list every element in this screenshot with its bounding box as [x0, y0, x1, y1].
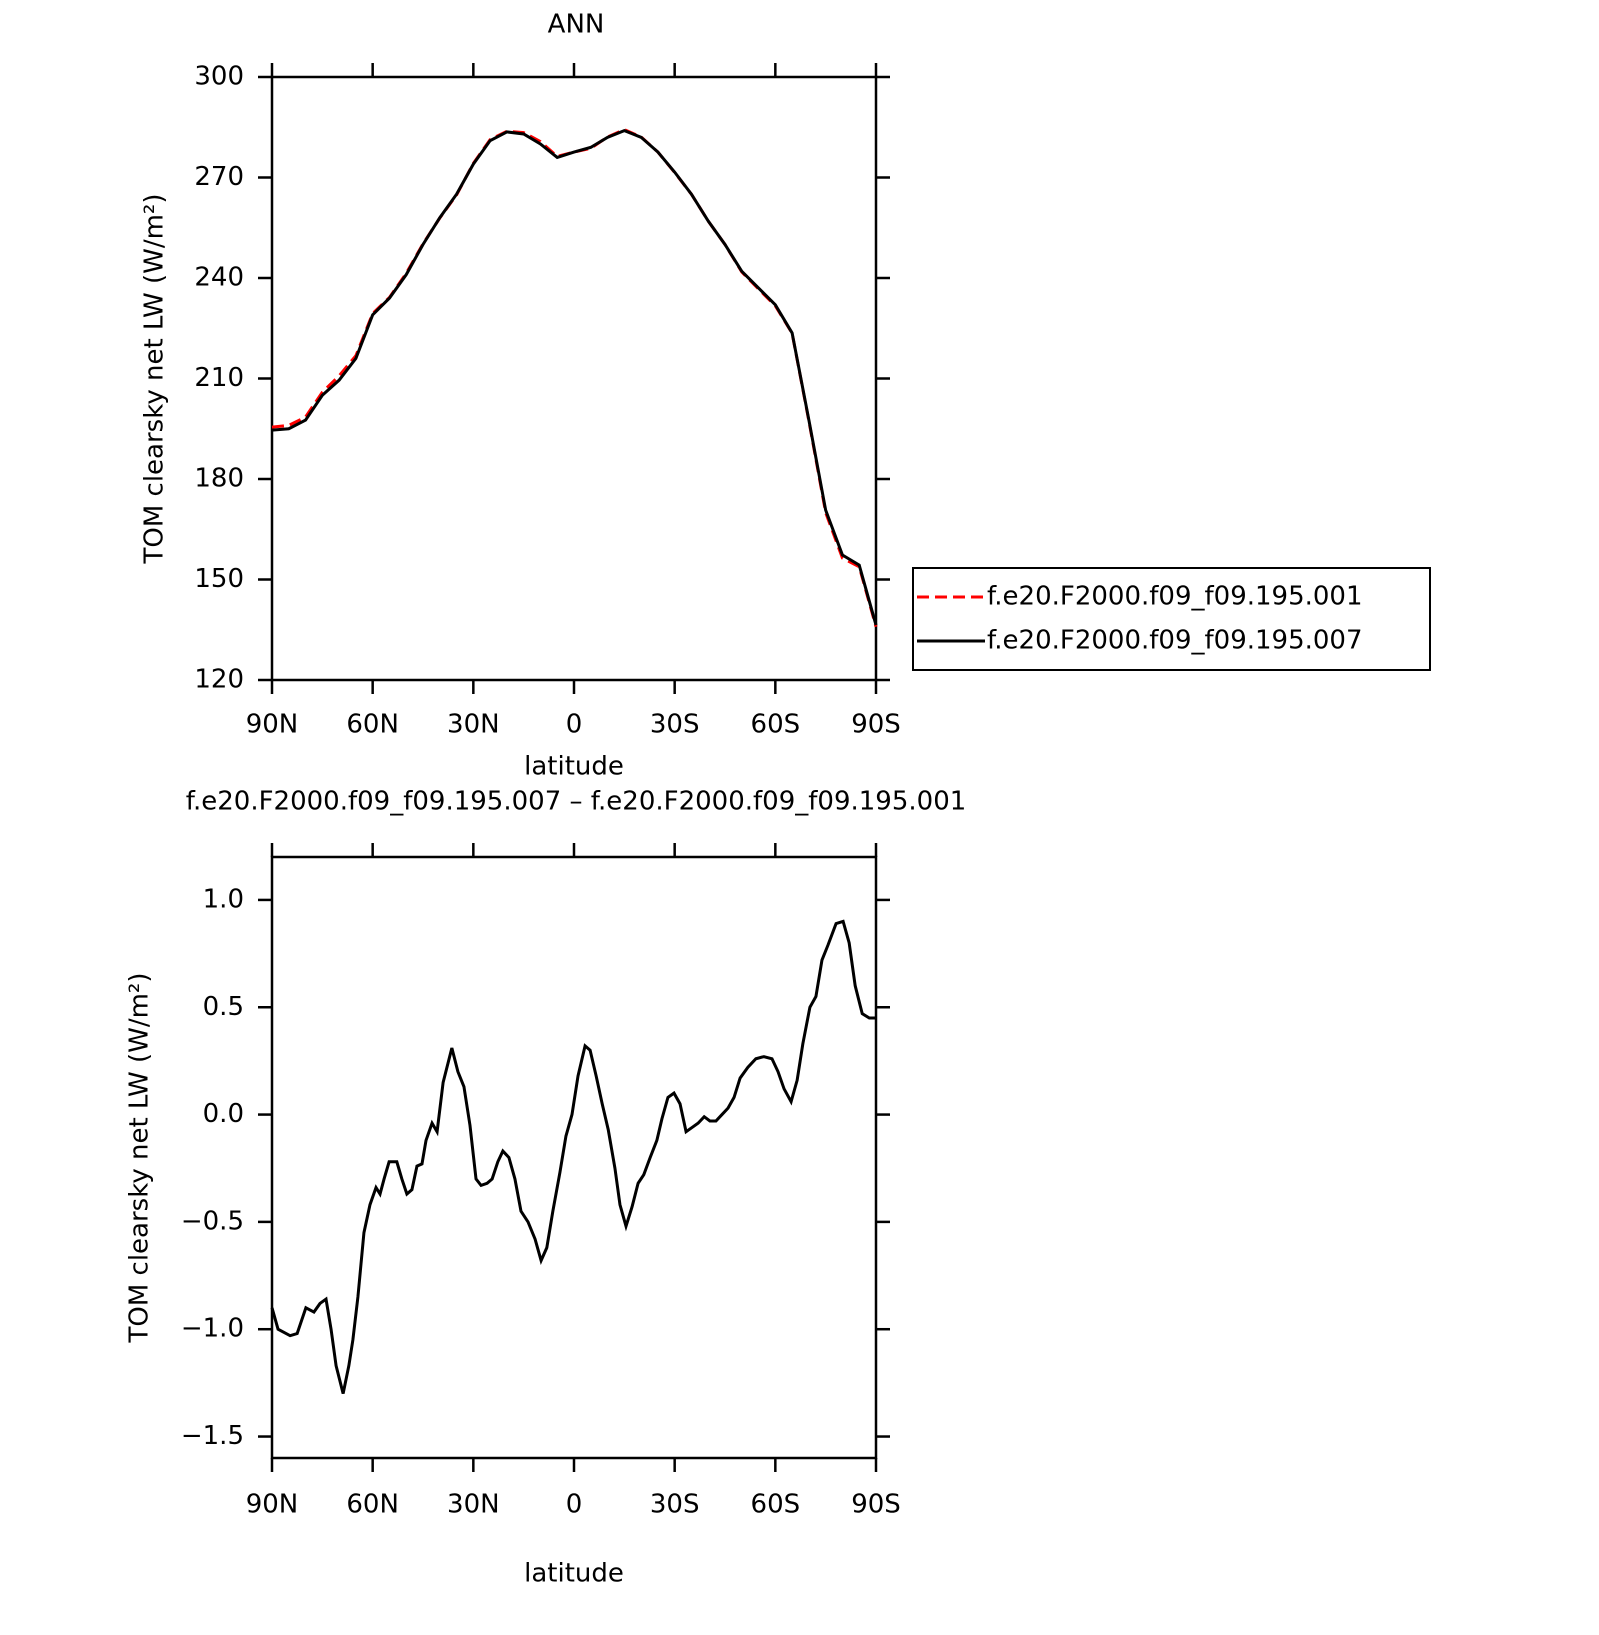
chart-title: ANN	[548, 10, 605, 40]
x-tick-label: 60S	[751, 1490, 801, 1520]
x-tick-label: 30S	[650, 1490, 700, 1520]
series-line	[270, 919, 876, 1394]
y-tick-label: 270	[194, 162, 244, 192]
legend-label: f.e20.F2000.f09_f09.195.001	[987, 582, 1363, 612]
series-line	[271, 127, 878, 628]
y-axis-label: TOM clearsky net LW (W/m²)	[140, 193, 170, 564]
x-tick-label: 30N	[447, 710, 500, 740]
y-tick-label: −1.5	[181, 1421, 244, 1451]
y-tick-label: 150	[194, 564, 244, 594]
x-axis-label: latitude	[524, 1559, 624, 1589]
plot-frame	[270, 75, 878, 682]
plot-frame	[270, 855, 878, 1460]
x-tick-label: 60N	[346, 710, 399, 740]
x-tick-label: 0	[566, 1490, 583, 1520]
y-tick-label: 1.0	[203, 884, 244, 914]
x-tick-label: 60S	[751, 710, 801, 740]
y-tick-label: 180	[194, 464, 244, 494]
x-tick-label: 90N	[246, 710, 299, 740]
y-axis-label: TOM clearsky net LW (W/m²)	[125, 972, 155, 1343]
x-axis-label: latitude	[524, 752, 624, 782]
x-tick-label: 90S	[851, 710, 901, 740]
y-tick-label: 120	[194, 665, 244, 695]
legend-box	[912, 567, 1431, 671]
y-tick-label: −1.0	[181, 1314, 244, 1344]
y-tick-label: 210	[194, 363, 244, 393]
y-tick-label: 0.0	[203, 1099, 244, 1129]
y-tick-label: −0.5	[181, 1206, 244, 1236]
x-tick-label: 0	[566, 710, 583, 740]
legend-label: f.e20.F2000.f09_f09.195.007	[987, 626, 1363, 656]
x-tick-label: 60N	[346, 1490, 399, 1520]
x-tick-label: 30S	[650, 710, 700, 740]
x-tick-label: 90S	[851, 1490, 901, 1520]
series-line	[271, 128, 878, 626]
y-tick-label: 240	[194, 263, 244, 293]
y-tick-label: 300	[194, 62, 244, 92]
y-tick-label: 0.5	[203, 992, 244, 1022]
x-tick-label: 90N	[246, 1490, 299, 1520]
chart-title: f.e20.F2000.f09_f09.195.007 – f.e20.F200…	[186, 787, 967, 817]
x-tick-label: 30N	[447, 1490, 500, 1520]
